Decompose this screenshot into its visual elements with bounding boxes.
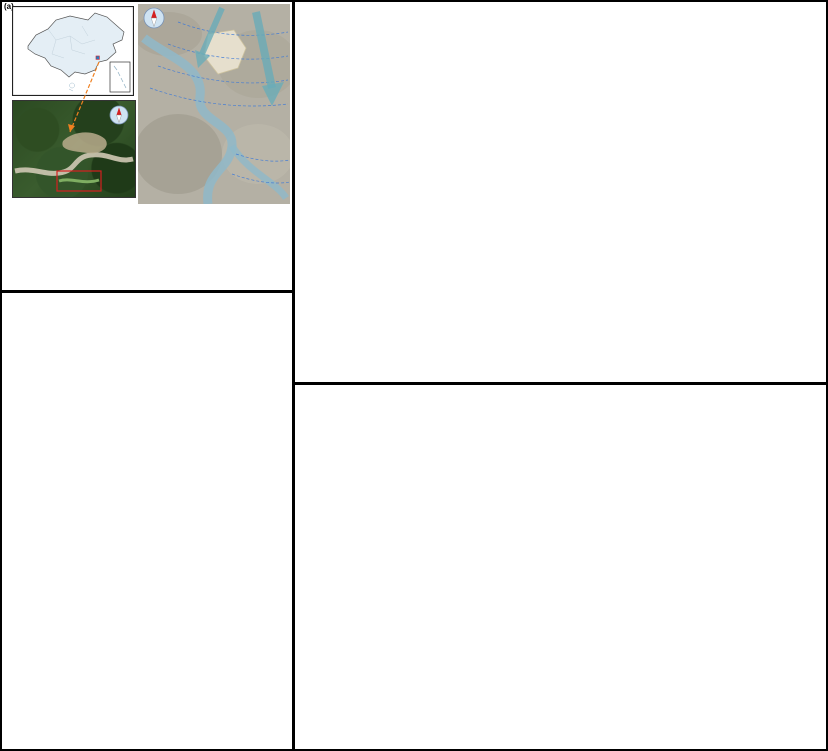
groundwater-contours [149, 21, 290, 184]
china-inset-map [12, 6, 134, 96]
satellite-river [14, 152, 134, 176]
satellite-image [12, 100, 136, 198]
panel-virulence-charts [295, 2, 826, 382]
satellite-inset-box [56, 170, 102, 192]
study-area-marker [95, 55, 100, 60]
panel-heatmaps-nmds [295, 385, 826, 749]
groundwater-direction-arrows [195, 6, 284, 106]
river [141, 34, 237, 204]
panel-map-overview: (a) [2, 2, 292, 290]
landfill-area-satellite [62, 132, 107, 154]
panel-label-a: (a) [4, 2, 14, 11]
site-map [138, 4, 290, 204]
panel-taxonomy-charts [2, 293, 292, 749]
elevation-profile [4, 204, 290, 288]
china-outline [27, 12, 125, 78]
south-china-sea-inset [109, 61, 131, 93]
